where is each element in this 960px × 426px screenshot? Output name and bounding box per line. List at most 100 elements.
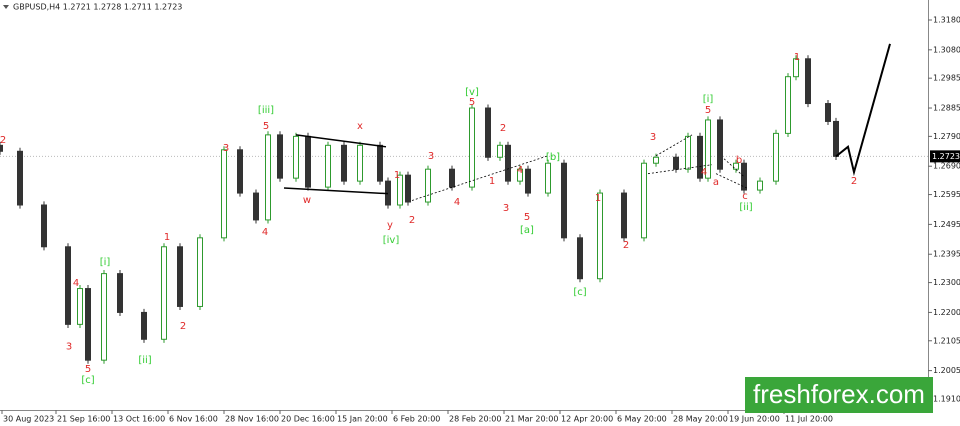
wave-label: 1 xyxy=(794,52,800,63)
candle-body xyxy=(325,144,331,188)
wave-label: [iii] xyxy=(258,105,274,116)
candle-body xyxy=(293,135,299,179)
wave-label: 4 xyxy=(454,197,460,208)
candle-body xyxy=(825,103,831,122)
current-price-label: 1.2723 xyxy=(932,152,960,161)
y-tick-label: 1.3080 xyxy=(933,45,960,54)
wave-label: 3 xyxy=(223,143,229,154)
wave-label: 2 xyxy=(851,176,857,187)
candle-body xyxy=(305,135,311,188)
trend-line xyxy=(723,158,745,177)
candle-body xyxy=(117,273,123,313)
candle-body xyxy=(561,162,567,239)
candle-body xyxy=(733,162,739,170)
candle-body xyxy=(621,192,627,239)
wave-label: [v] xyxy=(465,87,479,98)
y-tick-label: 1.2200 xyxy=(933,308,960,317)
wave-label: 4 xyxy=(517,165,523,176)
candle-body xyxy=(253,192,259,221)
candle-body xyxy=(653,156,659,164)
candle-body xyxy=(377,144,383,182)
wave-label: [i] xyxy=(100,257,111,268)
candle-body xyxy=(641,162,647,239)
x-tick-label: 30 Aug 2023 xyxy=(3,415,54,424)
wave-label: 1 xyxy=(164,232,170,243)
wave-label: 5 xyxy=(85,364,91,375)
y-tick-label: 1.2300 xyxy=(933,278,960,287)
x-tick-label: 28 Feb 20:00 xyxy=(449,415,501,424)
wave-label: 1 xyxy=(595,193,601,204)
x-tick-label: 21 Sep 16:00 xyxy=(57,415,110,424)
candle-body xyxy=(0,144,3,152)
candle-body xyxy=(705,119,711,179)
header-icon xyxy=(3,5,9,9)
wave-label: 5 xyxy=(524,212,530,223)
candle-body xyxy=(697,135,703,179)
candle-body xyxy=(545,162,551,194)
candle-body xyxy=(469,107,475,188)
candle-body xyxy=(577,237,583,280)
x-tick-label: 20 Dec 16:00 xyxy=(281,415,335,424)
wave-label: 4 xyxy=(73,278,79,289)
watermark-box xyxy=(745,377,933,413)
wave-label: w xyxy=(303,195,311,206)
candle-body xyxy=(685,135,691,170)
candle-body xyxy=(277,134,283,179)
candle-body xyxy=(449,168,455,188)
candle-body xyxy=(485,107,491,158)
candle-body xyxy=(141,311,147,340)
candle-body xyxy=(741,162,747,191)
wave-label: 1 xyxy=(489,176,495,187)
wave-label: 2 xyxy=(409,215,415,226)
x-tick-label: 28 May 20:00 xyxy=(673,415,728,424)
x-tick-label: 28 Nov 16:00 xyxy=(225,415,279,424)
wave-label: 5 xyxy=(469,97,475,108)
wave-label: [c] xyxy=(573,287,586,298)
candle-body xyxy=(425,168,431,203)
candle-body xyxy=(673,156,679,170)
candle-body xyxy=(833,120,839,157)
wave-label: 1 xyxy=(394,170,400,181)
candle-body xyxy=(597,192,603,280)
x-tick-label: 6 May 20:00 xyxy=(617,415,667,424)
x-tick-label: 6 Nov 16:00 xyxy=(169,415,218,424)
trend-line xyxy=(295,134,387,148)
wave-label: 2 xyxy=(0,135,6,146)
candle-body xyxy=(221,149,227,239)
candle-body xyxy=(265,134,271,221)
trend-line xyxy=(647,164,713,175)
x-tick-label: 6 Feb 20:00 xyxy=(393,415,440,424)
x-tick-label: 11 Jul 20:00 xyxy=(785,415,833,424)
x-tick-label: 15 Jan 20:00 xyxy=(337,415,388,424)
candle-body xyxy=(17,150,23,206)
candle-body xyxy=(805,58,811,105)
candle-body xyxy=(405,174,411,203)
candle-body xyxy=(177,246,183,307)
watermark: freshforex.com xyxy=(753,379,925,409)
wave-label: [i] xyxy=(703,94,714,105)
wave-label: 3 xyxy=(650,132,656,143)
y-tick-label: 1.3180 xyxy=(933,15,960,24)
wave-label: [c] xyxy=(81,375,94,386)
trend-line xyxy=(655,134,693,157)
candle-body xyxy=(785,76,791,134)
wave-label: [iv] xyxy=(383,235,400,246)
candle-body xyxy=(77,288,83,325)
trend-line xyxy=(715,173,749,189)
wave-label: x xyxy=(357,121,363,132)
candle-body xyxy=(497,144,503,158)
wave-label: 3 xyxy=(66,342,72,353)
candle-body xyxy=(773,132,779,182)
y-tick-label: 1.2790 xyxy=(933,132,960,141)
x-tick-label: 12 Apr 20:00 xyxy=(561,415,613,424)
y-tick-label: 1.2885 xyxy=(933,104,960,113)
candle-body xyxy=(161,246,167,340)
x-tick-label: 13 Oct 16:00 xyxy=(113,415,165,424)
chart-header: GBPUSD,H4 1.2721 1.2728 1.2711 1.2723 xyxy=(13,3,182,12)
y-tick-label: 1.2005 xyxy=(933,366,960,375)
y-tick-label: 1.2595 xyxy=(933,190,960,199)
candle-body xyxy=(505,144,511,182)
candle-body xyxy=(341,144,347,182)
wave-label: 5 xyxy=(705,105,711,116)
